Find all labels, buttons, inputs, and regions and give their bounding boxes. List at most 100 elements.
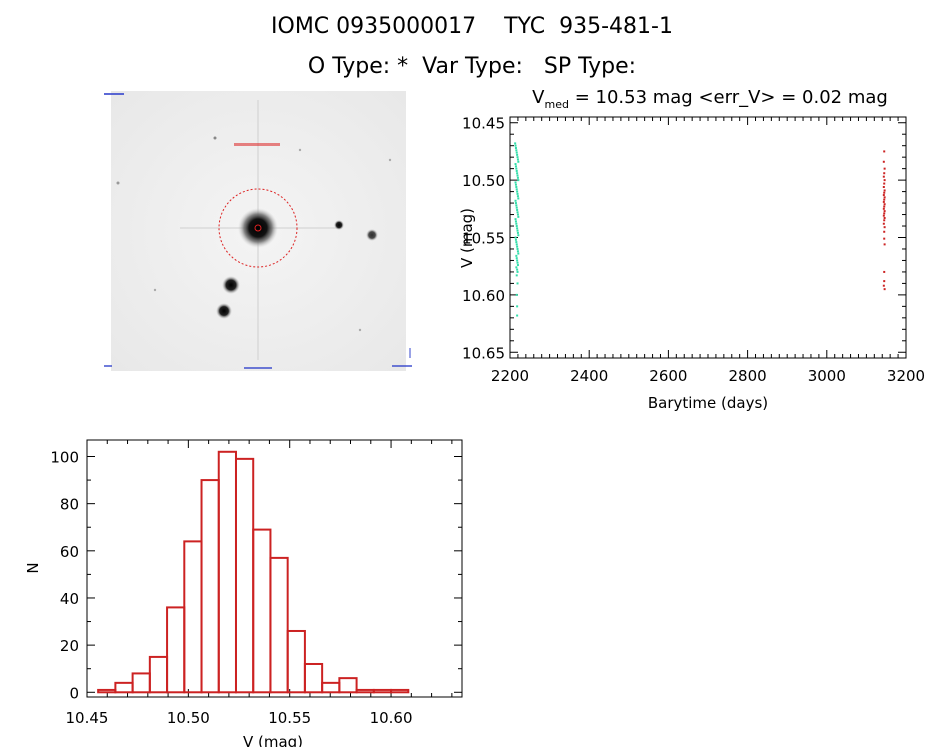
x-tick-label: 10.50 (167, 709, 210, 727)
data-point-series-2 (883, 226, 886, 229)
histogram-bar (303, 662, 324, 694)
data-point-series-1 (515, 149, 518, 152)
light-curve-frame (509, 116, 907, 359)
data-point-series-2 (883, 172, 886, 175)
x-tick-label: 10.45 (66, 709, 109, 727)
histogram-bar (97, 688, 117, 694)
field-star (334, 220, 344, 230)
x-tick-label: 3000 (808, 367, 846, 385)
data-point-series-1 (514, 236, 517, 239)
target-circle (218, 188, 298, 268)
data-point-series-1 (516, 211, 519, 214)
x-tick-label: 10.55 (268, 709, 311, 727)
data-point-series-1 (516, 153, 519, 156)
data-point-series-1 (515, 167, 518, 170)
data-point-series-2 (883, 198, 886, 201)
x-tick-label: 2800 (729, 367, 767, 385)
x-tick-label: 3200 (887, 367, 925, 385)
data-point-series-2 (883, 270, 886, 273)
x-tick-label: 2600 (649, 367, 687, 385)
histogram-bar (183, 540, 203, 694)
faint-star (213, 136, 217, 140)
data-point-series-2 (883, 191, 886, 194)
y-tick-label: 60 (60, 543, 79, 561)
data-point-series-1 (517, 215, 520, 218)
data-point-series-1 (516, 247, 519, 250)
data-point-series-1 (516, 261, 519, 264)
data-point-series-1 (514, 220, 517, 223)
data-point-series-1 (514, 183, 517, 186)
data-point-series-2 (882, 186, 885, 189)
x-tick-label: 2200 (491, 367, 529, 385)
light-curve-ylabel: V (mag) (458, 208, 476, 268)
data-point-series-2 (882, 200, 885, 203)
faint-star (153, 288, 157, 292)
data-point-series-1 (516, 268, 519, 271)
data-point-series-1 (515, 188, 518, 191)
histogram-bar (217, 450, 237, 694)
y-tick-label: 10.65 (462, 344, 505, 362)
data-point-series-2 (883, 288, 886, 291)
data-point-series-2 (883, 216, 886, 219)
target-center-mark (254, 224, 262, 232)
histogram-bar (200, 479, 220, 694)
data-point-series-1 (515, 257, 518, 260)
data-point-series-2 (883, 210, 886, 213)
histogram-bar (114, 681, 134, 694)
data-point-series-2 (882, 194, 885, 197)
x-tick-label: 10.60 (370, 709, 413, 727)
data-point-series-1 (514, 218, 517, 221)
faint-star (298, 148, 302, 152)
histogram-bar (148, 655, 169, 694)
data-point-series-1 (517, 252, 520, 255)
data-point-series-1 (515, 204, 518, 207)
data-point-series-2 (883, 167, 886, 170)
histogram-panel: 10.45 10.50 10.55 10.60 0 20 40 60 80 100 V (mag)… (24, 439, 463, 747)
data-point-series-1 (514, 181, 517, 184)
data-point-series-2 (882, 284, 885, 287)
data-point-series-1 (516, 229, 519, 232)
histogram-bar (355, 688, 375, 694)
data-point-series-1 (514, 238, 517, 241)
histogram-bar (131, 672, 151, 694)
y-tick-label: 10.50 (462, 172, 505, 190)
data-point-series-2 (883, 179, 886, 182)
histogram-bar (286, 629, 306, 694)
faint-star (358, 328, 362, 332)
x-tick-label: 2400 (570, 367, 608, 385)
chart-title-line2: O Type: * Var Type: SP Type: (307, 54, 637, 79)
histogram-bar (390, 688, 410, 694)
data-point-series-1 (514, 163, 517, 166)
data-point-series-2 (882, 160, 885, 163)
y-tick-label: 10.55 (462, 230, 505, 248)
data-point-series-2 (883, 243, 886, 246)
y-tick-label: 0 (69, 684, 79, 702)
data-point-series-1 (516, 270, 519, 273)
y-tick-label: 10.60 (462, 287, 505, 305)
data-point-series-1 (514, 165, 517, 168)
data-point-series-1 (516, 176, 519, 179)
data-point-series-1 (516, 213, 519, 216)
data-point-series-1 (516, 195, 519, 198)
data-point-series-2 (883, 219, 886, 222)
data-point-series-1 (516, 231, 519, 234)
data-point-series-1 (515, 186, 518, 189)
data-point-series-1 (516, 192, 519, 195)
data-point-series-1 (516, 227, 519, 230)
data-point-series-1 (516, 314, 519, 317)
data-point-series-1 (515, 206, 518, 209)
data-point-series-1 (514, 144, 517, 147)
data-point-series-1 (515, 169, 518, 172)
data-point-series-1 (516, 250, 519, 253)
light-curve-panel: 2200 2400 2600 2800 3000 3200 10.45 10.50 10.55 1… (458, 87, 925, 412)
data-point-series-1 (516, 245, 519, 248)
data-point-series-2 (883, 230, 886, 233)
data-point-series-1 (516, 174, 519, 177)
image-corner-label (104, 365, 112, 367)
histogram-bar (252, 528, 272, 694)
data-point-series-2 (882, 207, 885, 210)
data-point-series-2 (883, 212, 886, 215)
data-point-series-1 (514, 202, 517, 205)
y-tick-label: 100 (50, 449, 79, 467)
